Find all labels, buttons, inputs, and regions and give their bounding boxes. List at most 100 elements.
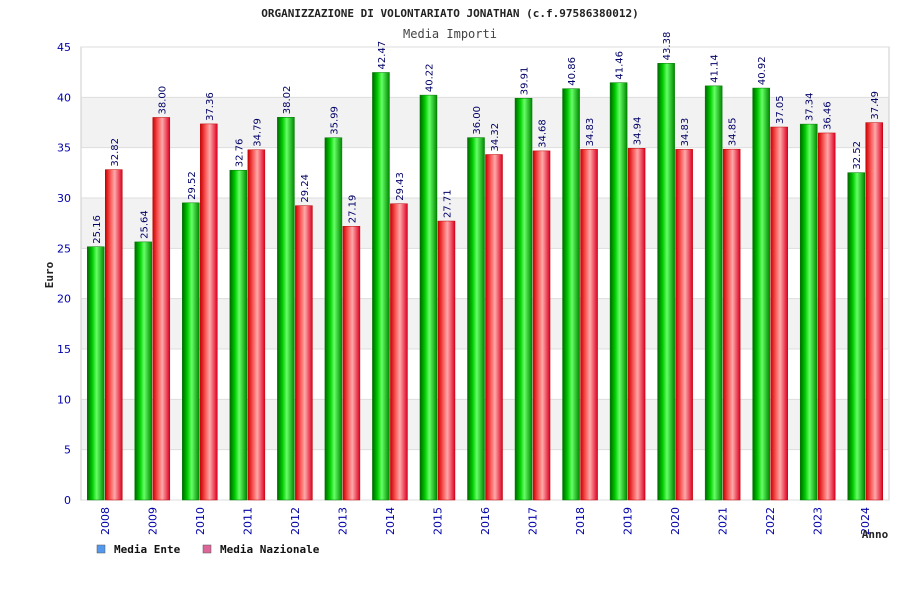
bar-media-ente	[134, 241, 153, 501]
x-tick-label: 2008	[99, 507, 112, 535]
data-label: 29.43	[395, 172, 406, 201]
bar-media-ente	[657, 63, 675, 501]
bar-media-nazionale	[580, 149, 598, 501]
data-label: 42.47	[377, 41, 388, 70]
y-tick-label: 10	[57, 393, 71, 406]
data-label: 41.46	[615, 51, 626, 80]
x-tick-label: 2016	[479, 507, 492, 535]
legend-label-ente: Media Ente	[114, 543, 181, 556]
y-tick-label: 40	[57, 91, 71, 104]
x-tick-label: 2009	[146, 507, 159, 535]
data-label: 36.00	[472, 106, 483, 135]
y-axis-ticks: 0 5 10 15 20 25 30 35 40 45	[57, 41, 71, 507]
bar-media-nazionale	[722, 148, 741, 501]
bar-media-nazionale	[675, 149, 693, 501]
y-tick-label: 25	[57, 242, 71, 255]
data-label: 37.49	[870, 91, 881, 120]
bar-media-ente	[324, 137, 343, 501]
data-label: 34.68	[538, 119, 549, 148]
bar-media-ente	[799, 123, 818, 501]
y-tick-label: 5	[64, 444, 71, 457]
bar-media-nazionale	[485, 154, 503, 501]
data-label: 34.83	[585, 118, 596, 147]
data-label: 25.16	[92, 215, 103, 244]
data-label: 34.94	[633, 117, 644, 146]
legend-label-nazionale: Media Nazionale	[220, 543, 320, 556]
data-label: 37.05	[775, 95, 786, 124]
data-label: 34.32	[490, 123, 501, 152]
y-tick-label: 15	[57, 343, 71, 356]
bar-media-nazionale	[532, 150, 551, 501]
data-label: 27.71	[442, 189, 453, 218]
bar-media-ente	[609, 82, 628, 501]
x-tick-label: 2019	[622, 507, 635, 535]
x-tick-label: 2023	[812, 507, 825, 535]
data-label: 35.99	[329, 106, 340, 135]
bar-media-ente	[847, 172, 865, 501]
bar-media-ente	[229, 169, 248, 501]
x-axis-label: Anno	[862, 528, 889, 541]
x-tick-label: 2018	[574, 507, 587, 535]
data-label: 38.02	[282, 86, 293, 115]
bar-media-nazionale	[437, 220, 456, 501]
bar-media-ente	[182, 202, 200, 501]
bar-media-nazionale	[247, 149, 266, 501]
bar-media-nazionale	[200, 123, 218, 501]
chart-subtitle: Media Importi	[403, 27, 497, 41]
bar-media-ente	[372, 72, 390, 501]
y-tick-label: 30	[57, 192, 71, 205]
bar-media-ente	[419, 94, 438, 501]
bars-group	[87, 63, 883, 501]
y-tick-label: 20	[57, 293, 71, 306]
x-tick-label: 2013	[336, 507, 349, 535]
data-labels-group: 25.16 32.82 25.64 38.00 29.52 37.36 32.76 34.79…	[92, 32, 881, 244]
x-tick-label: 2024	[859, 507, 872, 535]
data-label: 37.34	[805, 92, 816, 121]
legend-swatch-nazionale	[202, 544, 212, 554]
data-label: 32.76	[234, 139, 245, 168]
bar-media-nazionale	[817, 132, 836, 501]
x-tick-label: 2022	[764, 507, 777, 535]
data-label: 32.82	[110, 138, 121, 167]
x-tick-label: 2014	[384, 507, 397, 535]
legend-swatch-ente	[96, 544, 106, 554]
data-label: 29.52	[187, 171, 198, 200]
data-label: 27.19	[347, 195, 358, 224]
x-tick-label: 2012	[289, 507, 302, 535]
data-label: 40.86	[567, 57, 578, 86]
legend: Media Ente Media Nazionale	[96, 543, 320, 556]
data-label: 32.52	[852, 141, 863, 170]
data-label: 39.91	[520, 67, 531, 96]
x-tick-label: 2021	[717, 507, 730, 535]
bar-media-nazionale	[390, 203, 408, 501]
y-tick-label: 35	[57, 142, 71, 155]
data-label: 36.46	[823, 101, 834, 130]
bar-media-ente	[704, 85, 723, 501]
bar-media-ente	[562, 88, 580, 501]
data-label: 25.64	[139, 210, 150, 239]
x-tick-label: 2011	[241, 507, 254, 535]
x-tick-label: 2010	[194, 507, 207, 535]
x-axis-ticks: 2008 2009 2010 2011 2012 2013 2014 2015 2016 2017…	[99, 507, 872, 535]
data-label: 37.36	[205, 92, 216, 121]
chart-title: ORGANIZZAZIONE DI VOLONTARIATO JONATHAN …	[261, 7, 639, 20]
data-label: 41.14	[710, 54, 721, 83]
data-label: 29.24	[300, 174, 311, 203]
data-label: 43.38	[662, 32, 673, 61]
bar-media-nazionale	[865, 122, 883, 501]
bar-media-ente	[277, 117, 295, 501]
x-tick-label: 2020	[669, 507, 682, 535]
y-tick-label: 0	[64, 494, 71, 507]
data-label: 38.00	[157, 86, 168, 115]
bar-media-ente	[752, 87, 770, 501]
bar-media-nazionale	[342, 226, 361, 501]
data-label: 40.92	[757, 56, 768, 85]
x-tick-label: 2015	[431, 507, 444, 535]
data-label: 34.79	[252, 118, 263, 147]
bar-media-nazionale	[627, 148, 646, 501]
bar-media-nazionale	[105, 169, 123, 501]
bar-media-nazionale	[295, 205, 313, 501]
bar-media-nazionale	[770, 126, 788, 501]
y-tick-label: 45	[57, 41, 71, 54]
